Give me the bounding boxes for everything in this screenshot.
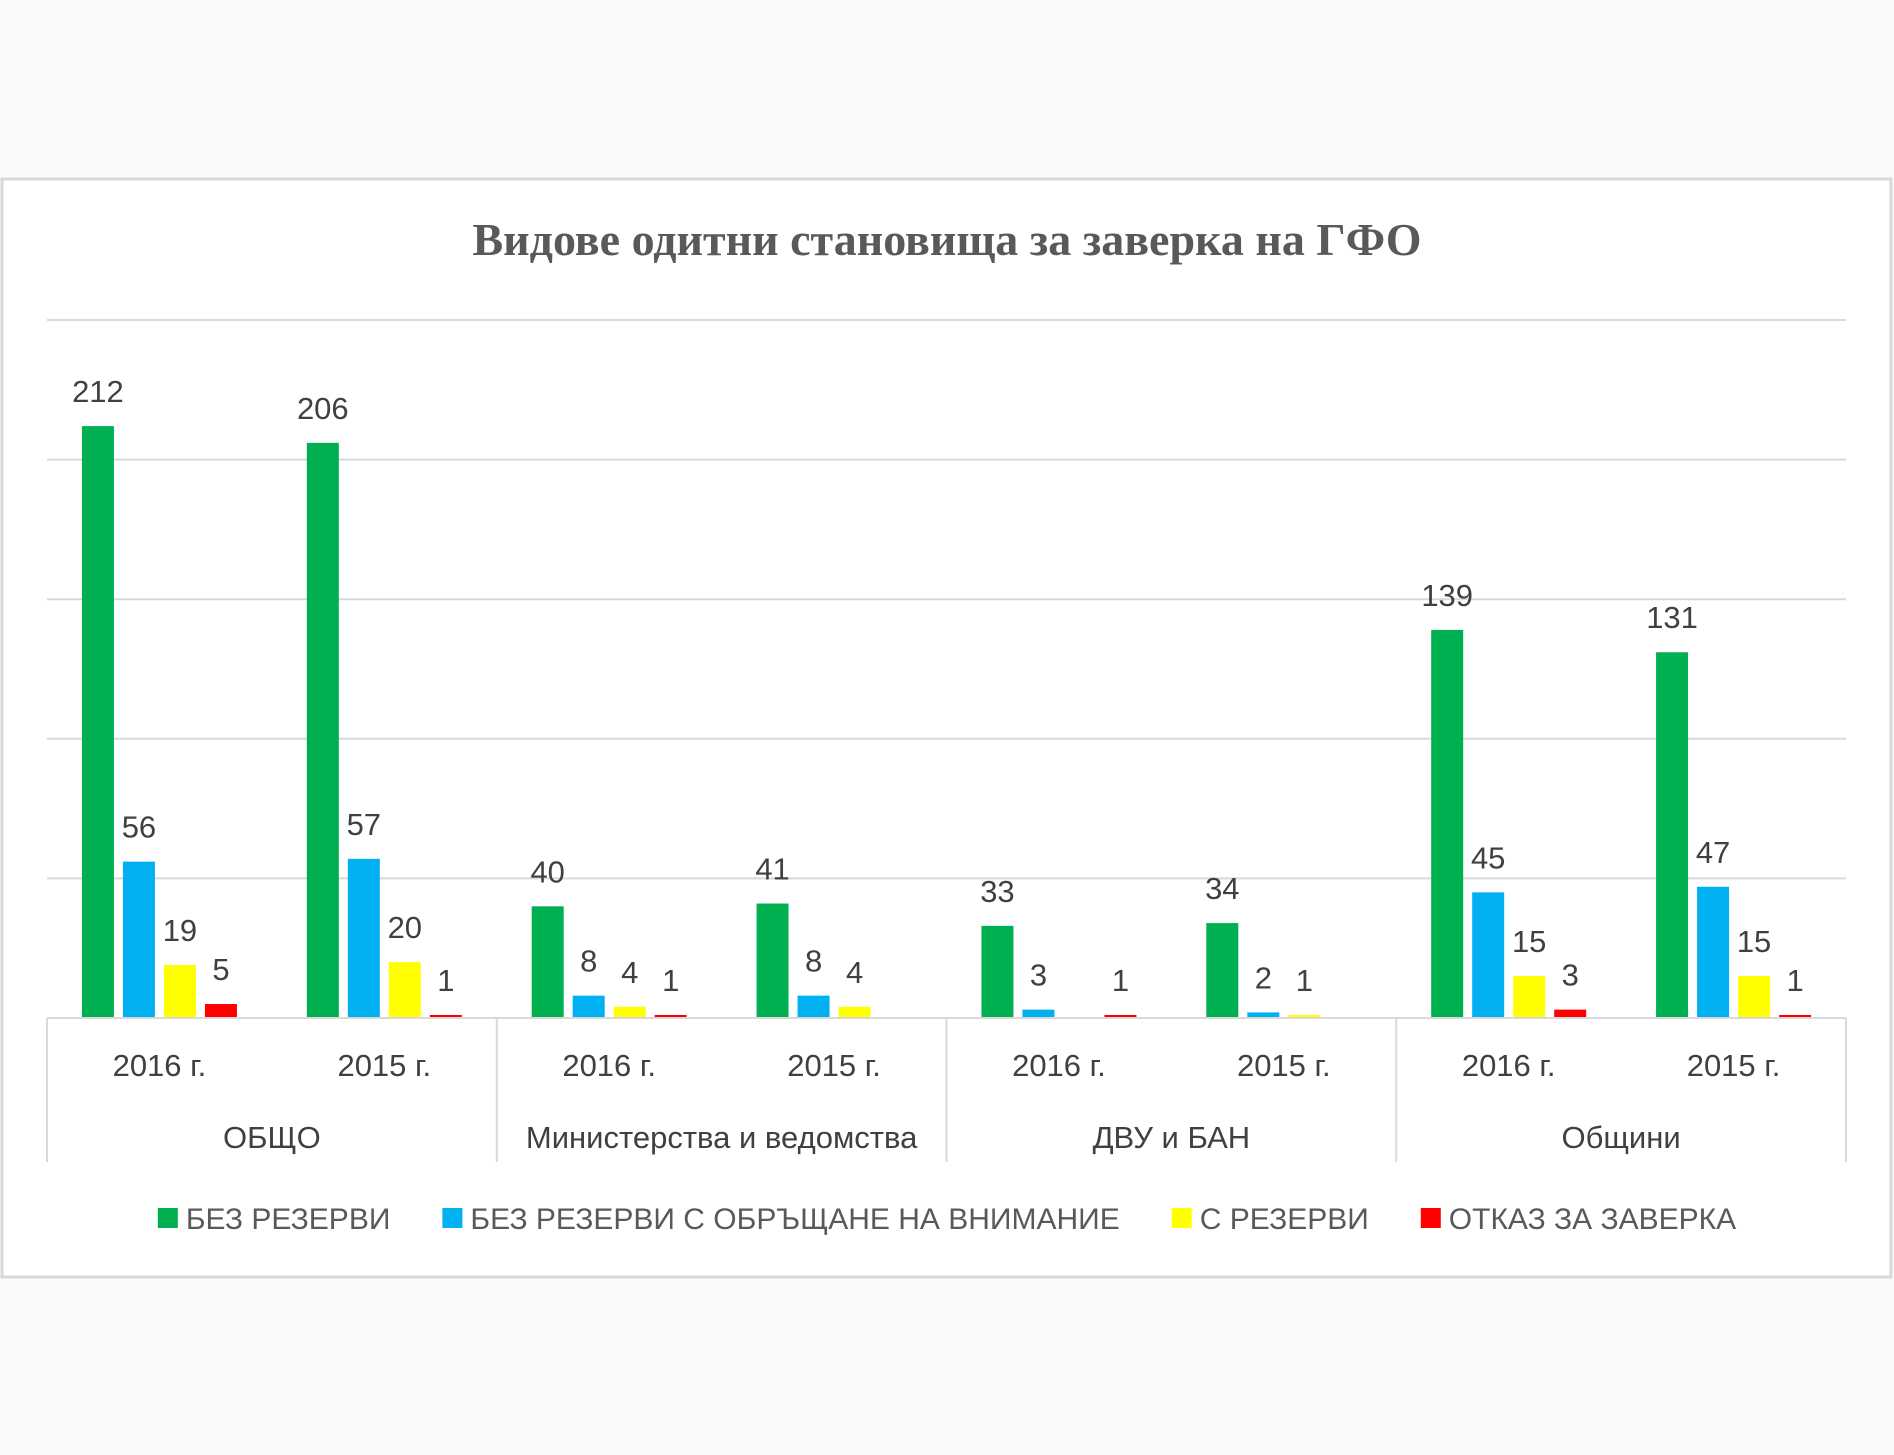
bar <box>347 858 380 1018</box>
legend-label: ОТКАЗ ЗА ЗАВЕРКА <box>1449 1203 1736 1236</box>
group-label: ОБЩО <box>223 1120 321 1155</box>
category-label: 2016 г. <box>562 1048 656 1083</box>
bar <box>388 962 421 1018</box>
data-label: 4 <box>846 955 863 990</box>
data-label: 139 <box>1421 578 1473 613</box>
category-label: 2015 г. <box>1687 1048 1781 1083</box>
bar <box>1779 1015 1812 1018</box>
data-label: 2 <box>1255 960 1272 995</box>
data-label: 15 <box>1512 924 1546 959</box>
bar <box>306 442 339 1018</box>
data-label: 212 <box>72 374 124 409</box>
bar <box>613 1006 646 1018</box>
bar <box>1554 1009 1587 1018</box>
bar <box>1431 629 1464 1018</box>
bar <box>122 861 155 1018</box>
data-label: 4 <box>621 955 638 990</box>
bar <box>654 1015 687 1018</box>
data-label: 8 <box>805 944 822 979</box>
bar <box>531 906 564 1018</box>
bar <box>1656 652 1689 1018</box>
data-label: 1 <box>1112 963 1129 998</box>
bar <box>838 1006 871 1018</box>
data-label: 20 <box>388 910 422 945</box>
data-label: 3 <box>1030 958 1047 993</box>
bar <box>429 1015 462 1018</box>
bar <box>981 925 1014 1018</box>
data-label: 40 <box>530 854 564 889</box>
data-label: 1 <box>437 963 454 998</box>
data-label: 45 <box>1471 840 1505 875</box>
gridlines <box>47 319 1846 880</box>
data-label: 206 <box>297 391 349 426</box>
bar <box>572 995 605 1018</box>
bar <box>1206 923 1239 1018</box>
bar <box>1247 1012 1280 1018</box>
data-label: 131 <box>1646 600 1698 635</box>
data-label: 57 <box>347 807 381 842</box>
bar <box>1104 1015 1137 1018</box>
group-label: ДВУ и БАН <box>1093 1120 1251 1155</box>
legend-swatch <box>442 1208 463 1228</box>
data-label: 1 <box>1296 963 1313 998</box>
data-label: 47 <box>1696 835 1730 870</box>
bar <box>797 995 830 1018</box>
data-label: 33 <box>980 874 1014 909</box>
legend: БЕЗ РЕЗЕРВИ БЕЗ РЕЗЕРВИ С ОБРЪЩАНЕ НА ВНИ… <box>157 1203 1736 1236</box>
group-label: Общини <box>1562 1120 1681 1155</box>
bar <box>1288 1015 1321 1018</box>
legend-label: БЕЗ РЕЗЕРВИ <box>186 1203 391 1236</box>
legend-swatch <box>1420 1208 1441 1228</box>
category-label: 2016 г. <box>1462 1048 1556 1083</box>
bar <box>1513 976 1546 1018</box>
data-label: 1 <box>1786 963 1803 998</box>
bar <box>1472 892 1505 1018</box>
data-label: 56 <box>122 810 156 845</box>
legend-swatch <box>1171 1208 1192 1228</box>
data-label: 8 <box>580 944 597 979</box>
category-label: 2016 г. <box>1012 1048 1106 1083</box>
bar <box>81 426 114 1018</box>
data-label: 1 <box>662 963 679 998</box>
bars <box>81 426 1812 1018</box>
bar <box>1738 976 1771 1018</box>
bar <box>204 1004 237 1018</box>
data-label: 19 <box>163 913 197 948</box>
bar <box>756 903 789 1018</box>
group-label: Министерства и ведомства <box>526 1120 918 1155</box>
bar <box>1697 886 1730 1018</box>
data-label: 15 <box>1737 924 1771 959</box>
legend-swatch <box>157 1208 178 1228</box>
bar <box>1022 1009 1055 1018</box>
data-label: 41 <box>755 852 789 887</box>
legend-label: С РЕЗЕРВИ <box>1200 1203 1369 1236</box>
category-label: 2015 г. <box>337 1048 431 1083</box>
chart-title: Видове одитни становища за заверка на ГФ… <box>473 214 1422 265</box>
x-axis: 2016 г. 2015 г. 2016 г. 2015 г. 2016 г. 2015 … <box>46 1017 1847 1162</box>
category-label: 2015 г. <box>1237 1048 1331 1083</box>
bar <box>163 964 196 1018</box>
data-label: 34 <box>1205 871 1239 906</box>
data-label: 5 <box>212 952 229 987</box>
category-label: 2016 г. <box>113 1048 207 1083</box>
data-label: 3 <box>1562 958 1579 993</box>
legend-label: БЕЗ РЕЗЕРВИ С ОБРЪЩАНЕ НА ВНИМАНИЕ <box>470 1203 1119 1236</box>
category-label: 2015 г. <box>787 1048 881 1083</box>
